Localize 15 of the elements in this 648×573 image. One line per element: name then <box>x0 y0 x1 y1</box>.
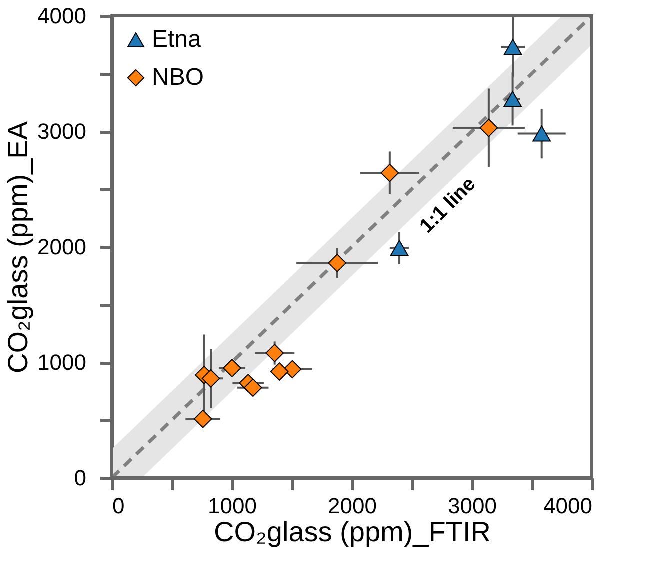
annotation: 1:1 line <box>416 173 480 238</box>
x-tick-label: 1000 <box>208 494 257 518</box>
legend-label: Etna <box>152 26 202 53</box>
x-tick-label: 0 <box>112 494 125 518</box>
x-tick-label: 3000 <box>448 494 497 518</box>
x-tick-label: 4000 <box>544 494 592 518</box>
y-tick-label: 0 <box>74 466 86 490</box>
x-axis-title: CO₂glass (ppm)_FTIR <box>214 516 491 548</box>
y-axis-title: CO₂glass (ppm)_EA <box>2 121 34 374</box>
legend-label: NBO <box>152 64 204 91</box>
x-tick-label: 2000 <box>328 494 377 518</box>
y-tick-label: 2000 <box>38 234 86 260</box>
y-tick-label: 1000 <box>38 350 86 375</box>
y-tick-label: 4000 <box>38 4 86 28</box>
y-tick-label: 3000 <box>38 119 86 144</box>
